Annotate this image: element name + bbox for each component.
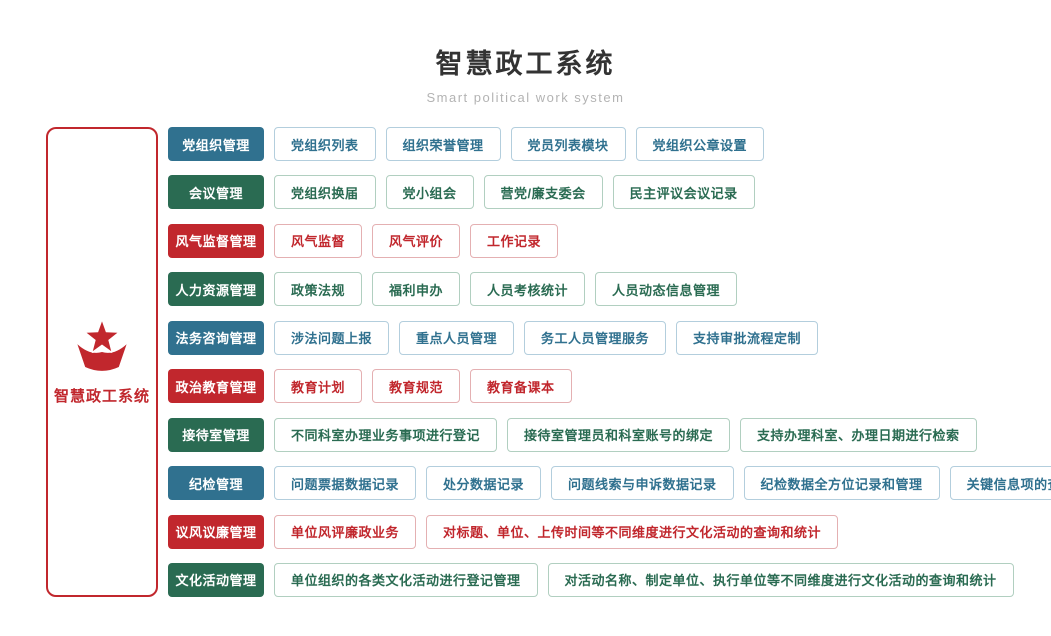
feature-item-button[interactable]: 重点人员管理 [399, 320, 515, 355]
feature-row: 接待室管理 不同科室办理业务事项进行登记 接待室管理员和科室账号的绑定 支持办理科室、… [168, 417, 1051, 452]
feature-row: 人力资源管理 政策法规 福利申办 人员考核统计 人员动态信息管理 [168, 272, 1051, 307]
category-button[interactable]: 纪检管理 [168, 466, 264, 501]
category-button[interactable]: 法务咨询管理 [168, 320, 264, 355]
feature-rows: 党组织管理 党组织列表 组织荣誉管理 党员列表模块 党组织公章设置 会议管理 党组织换届 党小… [168, 127, 1051, 597]
feature-item-button[interactable]: 对活动名称、制定单位、执行单位等不同维度进行文化活动的查询和统计 [547, 562, 1014, 597]
feature-item-button[interactable]: 纪检数据全方位记录和管理 [743, 466, 940, 501]
feature-item-group: 不同科室办理业务事项进行登记 接待室管理员和科室账号的绑定 支持办理科室、办理日期进… [274, 417, 977, 452]
category-button[interactable]: 接待室管理 [168, 417, 264, 452]
feature-row: 文化活动管理 单位组织的各类文化活动进行登记管理 对活动名称、制定单位、执行单位等不… [168, 562, 1051, 597]
feature-item-button[interactable]: 处分数据记录 [426, 466, 542, 501]
feature-item-button[interactable]: 涉法问题上报 [274, 320, 390, 355]
feature-item-button[interactable]: 党小组会 [385, 175, 474, 210]
feature-item-button[interactable]: 党组织列表 [274, 127, 376, 161]
feature-row: 议风议廉管理 单位风评廉政业务 对标题、单位、上传时间等不同维度进行文化活动的查询和… [168, 514, 1051, 549]
feature-item-group: 单位组织的各类文化活动进行登记管理 对活动名称、制定单位、执行单位等不同维度进行文… [274, 562, 1014, 597]
feature-item-button[interactable]: 政策法规 [274, 272, 363, 307]
feature-row: 党组织管理 党组织列表 组织荣誉管理 党员列表模块 党组织公章设置 [168, 127, 1051, 161]
feature-item-button[interactable]: 风气评价 [372, 223, 461, 258]
category-button[interactable]: 会议管理 [168, 175, 264, 210]
category-button[interactable]: 风气监督管理 [168, 223, 264, 258]
star-banner-icon [77, 319, 127, 371]
feature-item-button[interactable]: 民主评议会议记录 [612, 175, 755, 210]
feature-item-button[interactable]: 教育计划 [274, 369, 363, 404]
feature-item-button[interactable]: 风气监督 [274, 223, 363, 258]
feature-row: 法务咨询管理 涉法问题上报 重点人员管理 务工人员管理服务 支持审批流程定制 [168, 320, 1051, 355]
page-subtitle: Smart political work system [426, 90, 625, 105]
feature-row: 政治教育管理 教育计划 教育规范 教育备课本 [168, 369, 1051, 404]
feature-item-button[interactable]: 对标题、单位、上传时间等不同维度进行文化活动的查询和统计 [426, 514, 839, 549]
feature-item-button[interactable]: 支持办理科室、办理日期进行检索 [740, 417, 977, 452]
category-button[interactable]: 党组织管理 [168, 127, 264, 161]
feature-item-group: 问题票据数据记录 处分数据记录 问题线索与申诉数据记录 纪检数据全方位记录和管理 关键信… [274, 466, 1051, 501]
category-button[interactable]: 议风议廉管理 [168, 514, 264, 549]
feature-item-button[interactable]: 教育备课本 [470, 369, 572, 404]
feature-item-group: 政策法规 福利申办 人员考核统计 人员动态信息管理 [274, 272, 738, 307]
feature-item-group: 涉法问题上报 重点人员管理 务工人员管理服务 支持审批流程定制 [274, 320, 819, 355]
feature-item-button[interactable]: 不同科室办理业务事项进行登记 [274, 417, 498, 452]
feature-item-group: 单位风评廉政业务 对标题、单位、上传时间等不同维度进行文化活动的查询和统计 [274, 514, 839, 549]
feature-item-group: 党组织列表 组织荣誉管理 党员列表模块 党组织公章设置 [274, 127, 765, 161]
feature-item-button[interactable]: 福利申办 [372, 272, 461, 307]
category-button[interactable]: 文化活动管理 [168, 562, 264, 597]
feature-item-button[interactable]: 党组织公章设置 [635, 127, 765, 161]
feature-row: 会议管理 党组织换届 党小组会 营党/廉支委会 民主评议会议记录 [168, 175, 1051, 210]
feature-item-button[interactable]: 单位风评廉政业务 [274, 514, 417, 549]
feature-item-button[interactable]: 组织荣誉管理 [385, 127, 501, 161]
feature-item-button[interactable]: 人员动态信息管理 [595, 272, 738, 307]
feature-item-group: 党组织换届 党小组会 营党/廉支委会 民主评议会议记录 [274, 175, 755, 210]
page-title: 智慧政工系统 [435, 49, 616, 79]
system-label: 智慧政工系统 [53, 387, 150, 405]
feature-item-group: 教育计划 教育规范 教育备课本 [274, 369, 572, 404]
feature-item-button[interactable]: 党员列表模块 [510, 127, 626, 161]
category-button[interactable]: 人力资源管理 [168, 272, 264, 307]
feature-item-button[interactable]: 营党/廉支委会 [483, 175, 603, 210]
system-panel: 智慧政工系统 [46, 127, 158, 597]
feature-item-button[interactable]: 接待室管理员和科室账号的绑定 [507, 417, 731, 452]
feature-item-button[interactable]: 支持审批流程定制 [676, 320, 819, 355]
feature-row: 纪检管理 问题票据数据记录 处分数据记录 问题线索与申诉数据记录 纪检数据全方位记录和管… [168, 466, 1051, 501]
feature-row: 风气监督管理 风气监督 风气评价 工作记录 [168, 223, 1051, 258]
feature-item-button[interactable]: 关键信息项的查询和统计 [949, 466, 1051, 501]
feature-item-button[interactable]: 工作记录 [470, 223, 559, 258]
feature-item-button[interactable]: 问题线索与申诉数据记录 [551, 466, 734, 501]
diagram-main: 智慧政工系统 党组织管理 党组织列表 组织荣誉管理 党员列表模块 党组织公章设置 会议管理… [46, 127, 1051, 597]
feature-item-button[interactable]: 党组织换届 [274, 175, 376, 210]
feature-item-button[interactable]: 人员考核统计 [470, 272, 586, 307]
category-button[interactable]: 政治教育管理 [168, 369, 264, 404]
page-header: 智慧政工系统 Smart political work system [0, 0, 1051, 105]
feature-item-button[interactable]: 单位组织的各类文化活动进行登记管理 [274, 562, 538, 597]
feature-item-button[interactable]: 教育规范 [372, 369, 461, 404]
feature-item-button[interactable]: 问题票据数据记录 [274, 466, 417, 501]
feature-item-button[interactable]: 务工人员管理服务 [524, 320, 667, 355]
feature-item-group: 风气监督 风气评价 工作记录 [274, 223, 559, 258]
